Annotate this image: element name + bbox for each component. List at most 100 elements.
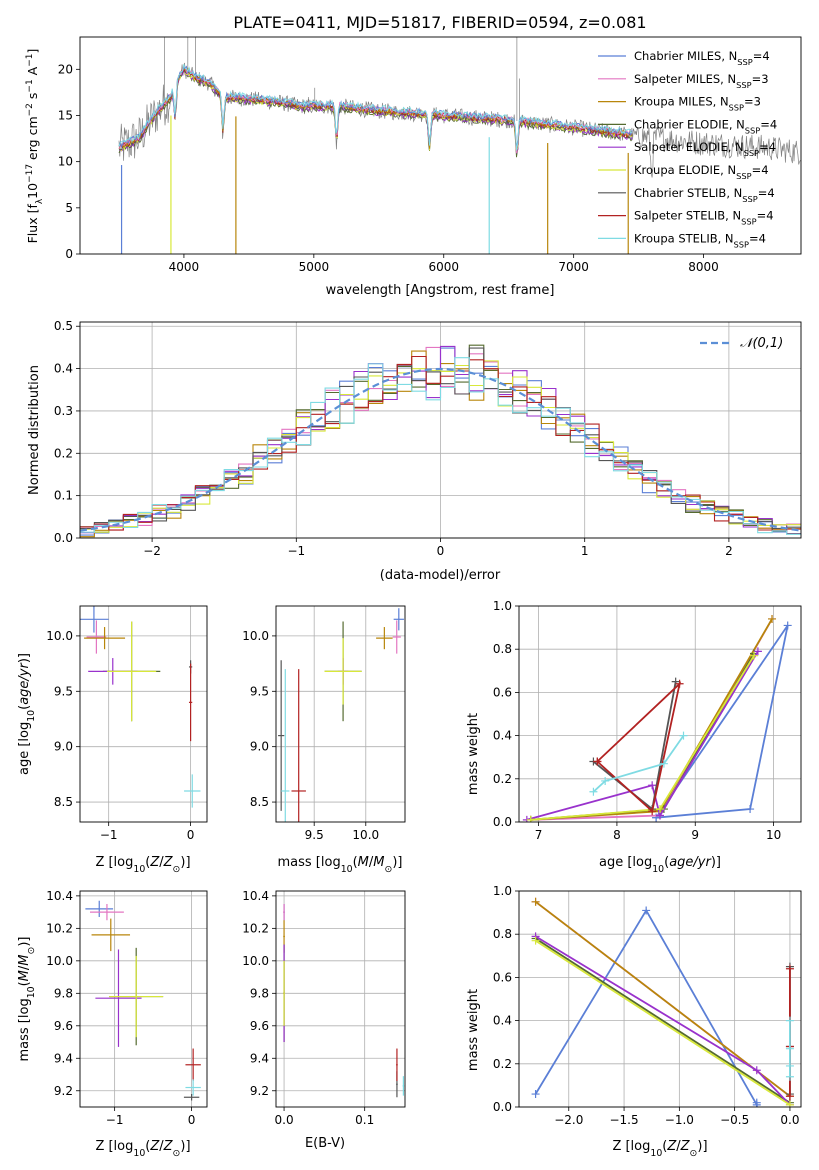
age-Z-xlabel-part: Z bbox=[163, 855, 174, 870]
age-Z-xlabel-part: ( bbox=[145, 855, 150, 870]
age-Z-ylabel-part: age/yr bbox=[17, 661, 32, 704]
age-mass-xlabel-part: mass [log bbox=[278, 855, 341, 870]
legend-entry-part: Kroupa MILES, N bbox=[634, 95, 729, 109]
mw-age-marker bbox=[526, 815, 535, 822]
hist-ytick-label: 0.0 bbox=[54, 531, 73, 545]
spectrum-ylabel-part: −2 bbox=[25, 103, 35, 116]
mass-Z-xlabel-part: / bbox=[159, 1139, 164, 1154]
mw-Z-ytick-label: 0.0 bbox=[493, 1100, 512, 1114]
spectrum-ylabel-part: 10 bbox=[25, 183, 40, 199]
mass-Z-ytick-label: 10.4 bbox=[46, 889, 73, 903]
mw-age-marker bbox=[601, 776, 610, 785]
mw-Z-series-line bbox=[535, 939, 791, 1106]
legend-entry-part: =4 bbox=[753, 49, 770, 63]
spectrum-xtick-label: 7000 bbox=[558, 260, 589, 274]
legend-entry: Kroupa ELODIE, NSSP=4 bbox=[634, 163, 769, 181]
legend-entry-part: Chabrier STELIB, N bbox=[634, 186, 742, 200]
mw-age-ytick-label: 0.4 bbox=[493, 729, 512, 743]
mw-Z-marker bbox=[531, 1090, 540, 1099]
mw-age-marker bbox=[753, 647, 762, 656]
age-Z-ytick-label: 8.5 bbox=[54, 795, 73, 809]
age-Z-ylabel-part: )] bbox=[17, 653, 32, 663]
mw-Z-ytick-label: 0.8 bbox=[493, 927, 512, 941]
spectrum-ytick-label: 5 bbox=[65, 201, 73, 215]
mw-age-marker bbox=[750, 651, 758, 660]
mw-Z-xlabel-part: ( bbox=[662, 1139, 667, 1154]
spectrum-xtick-label: 8000 bbox=[688, 260, 719, 274]
age-mass-ytick-label: 8.5 bbox=[250, 795, 269, 809]
mass-Z-points bbox=[85, 900, 201, 1101]
age-Z-points bbox=[80, 606, 201, 808]
mw-Z-marker bbox=[785, 1072, 794, 1081]
mass-ebv-xtick-label: 0.1 bbox=[355, 1113, 374, 1127]
mw-Z-ytick-label: 0.4 bbox=[493, 1014, 512, 1028]
mw-Z-xlabel-part: ⊙ bbox=[690, 1148, 698, 1159]
legend-entry-part: =3 bbox=[744, 95, 761, 109]
legend-entry-part: Salpeter STELIB, N bbox=[634, 209, 741, 223]
mw-age-xlabel: age [log10(age/yr)] bbox=[599, 855, 721, 875]
spectrum-ytick-label: 0 bbox=[65, 247, 73, 261]
legend-entry-part: SSP bbox=[741, 217, 756, 227]
mw-Z-marker bbox=[531, 897, 540, 906]
mass-Z-frame bbox=[79, 890, 208, 1108]
mw-Z-marker bbox=[785, 964, 794, 973]
spectrum-ylabel-part: −1 bbox=[25, 54, 35, 67]
spectrum-ylabel-part: ] bbox=[25, 49, 40, 54]
mw-age-xtick-label: 8 bbox=[613, 828, 621, 842]
mw-Z-xtick-label: 0.0 bbox=[780, 1113, 799, 1127]
spectrum-legend: Chabrier MILES, NSSP=4 Salpeter MILES, N S… bbox=[598, 49, 777, 249]
hist-xtick-label: 1 bbox=[581, 544, 589, 558]
legend-entry-part: SSP bbox=[734, 239, 749, 249]
mw-age-marker bbox=[648, 781, 657, 790]
mw-age-marker bbox=[593, 757, 602, 766]
mw-Z-xlabel-part: Z bbox=[680, 1139, 691, 1154]
spectrum-ylabel-part: Flux [f bbox=[25, 204, 40, 244]
mw-Z-ytick-label: 0.6 bbox=[493, 970, 512, 984]
spectrum-axes: 4000 5000 6000 7000 8000 0 5 10 15 20 bbox=[58, 62, 719, 274]
mw-Z-marker bbox=[752, 1066, 761, 1075]
mw-age-ylabel: mass weight bbox=[466, 713, 481, 795]
mass-Z-xlabel-part: 10 bbox=[133, 1148, 145, 1159]
mw-Z-marker bbox=[752, 1098, 761, 1107]
mw-Z-xtick-label: −2.0 bbox=[554, 1113, 583, 1127]
age-mass-ytick-label: 9.0 bbox=[250, 740, 269, 754]
age-Z-xlabel-part: Z bbox=[149, 855, 160, 870]
legend-entry-part: Salpeter MILES, N bbox=[634, 72, 736, 86]
legend-entry: Kroupa MILES, NSSP=3 bbox=[634, 95, 761, 113]
age-mass-xlabel-part: M bbox=[373, 855, 384, 870]
age-Z-xlabel-part: ⊙ bbox=[173, 864, 181, 875]
mw-Z-ylabel: mass weight bbox=[466, 989, 481, 1071]
legend-entry-part: SSP bbox=[742, 194, 757, 204]
legend-entry-part: =3 bbox=[752, 72, 769, 86]
mass-Z-ylabel-part: ( bbox=[17, 981, 32, 986]
legend-entry-part: Chabrier ELODIE, N bbox=[634, 117, 745, 131]
spectrum-ytick-label: 10 bbox=[58, 155, 73, 169]
spectrum-ylabel-part: −1 bbox=[25, 79, 35, 92]
mw-Z-xlabel-part: Z [log bbox=[612, 1139, 650, 1154]
mw-age-xlabel-part: 10 bbox=[652, 864, 664, 875]
mw-age-ytick-label: 0.0 bbox=[493, 815, 512, 829]
mw-age-series-line bbox=[655, 624, 789, 819]
mass-Z-ylabel: mass [log10(M/M⊙)] bbox=[17, 937, 37, 1062]
mass-ebv-xtick-label: 0.0 bbox=[275, 1113, 294, 1127]
spectrum-ylabel-part: s bbox=[25, 93, 40, 104]
hist-ylabel: Normed distribution bbox=[27, 365, 42, 495]
hist-xtick-label: −1 bbox=[287, 544, 305, 558]
age-mass-xlabel-part: ( bbox=[353, 855, 358, 870]
mw-Z-lines bbox=[531, 897, 794, 1107]
spectrum-observed-line bbox=[118, 62, 801, 178]
legend-entry: Salpeter STELIB, NSSP=4 bbox=[634, 209, 774, 227]
mw-Z-marker bbox=[642, 906, 651, 915]
hist-ytick-label: 0.2 bbox=[54, 446, 73, 460]
legend-entry-part: =4 bbox=[752, 163, 769, 177]
hist-ytick-label: 0.5 bbox=[54, 319, 73, 333]
mw-age-lines bbox=[522, 614, 792, 822]
mass-Z-xtick-label: −1 bbox=[106, 1113, 124, 1127]
mw-age-xlabel-part: ( bbox=[664, 855, 669, 870]
legend-entry: Chabrier MILES, NSSP=4 bbox=[634, 49, 770, 67]
age-mass-xlabel: mass [log10(M/M⊙)] bbox=[278, 855, 403, 875]
mw-age-xlabel-part: age [log bbox=[599, 855, 652, 870]
age-Z-xlabel-part: 10 bbox=[133, 864, 145, 875]
spectrum-ylabel-part: erg cm bbox=[25, 116, 40, 164]
